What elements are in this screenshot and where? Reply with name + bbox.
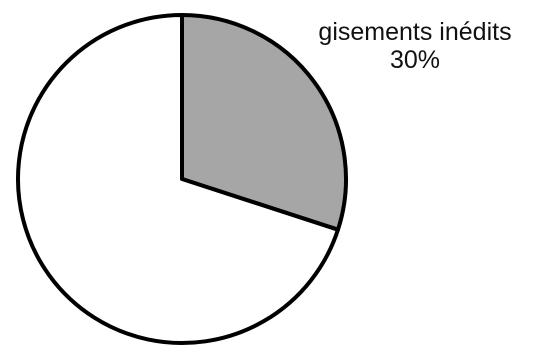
pie-slice-1 [16, 13, 340, 345]
slice-label-value: 30% [389, 46, 441, 74]
pie-slice-0 [180, 13, 348, 232]
slice-label-name: gisements inédits [318, 18, 512, 46]
slice-label-gisements-inedits: gisements inédits 30% [285, 18, 545, 74]
